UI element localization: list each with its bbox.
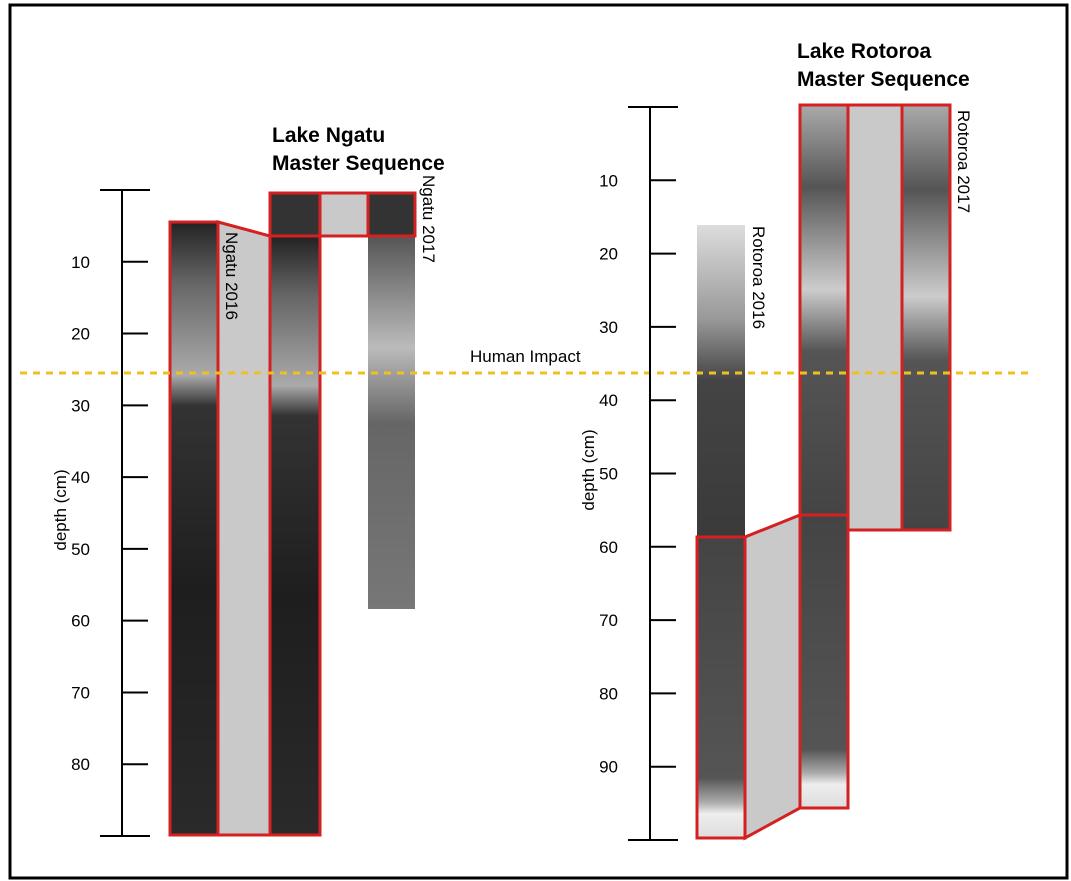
core-label: Rotoroa 2017 bbox=[954, 110, 973, 213]
tick-label: 40 bbox=[599, 391, 618, 410]
tick-label: 90 bbox=[599, 758, 618, 777]
figure: Human Impact Lake Ngatu Master Sequence … bbox=[0, 0, 1071, 881]
ngatu-cores bbox=[170, 193, 415, 835]
tick-label: 10 bbox=[71, 253, 90, 272]
core-label: Rotoroa 2016 bbox=[749, 226, 768, 329]
axis-label: depth (cm) bbox=[579, 429, 598, 510]
tick-label: 20 bbox=[599, 245, 618, 264]
tick-label: 20 bbox=[71, 325, 90, 344]
tick-label: 70 bbox=[71, 683, 90, 702]
tick-label: 60 bbox=[599, 538, 618, 557]
tick-label: 30 bbox=[71, 396, 90, 415]
tick-label: 10 bbox=[599, 171, 618, 190]
tick-label: 60 bbox=[71, 612, 90, 631]
core-label: Ngatu 2017 bbox=[419, 175, 438, 263]
tick-label: 40 bbox=[71, 468, 90, 487]
title: Lake Ngatu bbox=[272, 124, 385, 147]
axis-label: depth (cm) bbox=[51, 469, 70, 550]
tick-label: 30 bbox=[599, 318, 618, 337]
title: Lake Rotoroa bbox=[797, 40, 932, 63]
tick-label: 80 bbox=[71, 755, 90, 774]
title: Master Sequence bbox=[272, 152, 445, 175]
tick-label: 50 bbox=[71, 540, 90, 559]
rotoroa-cores bbox=[697, 105, 950, 838]
core-label: Ngatu 2016 bbox=[222, 232, 241, 320]
title: Master Sequence bbox=[797, 68, 970, 91]
annotation: Human Impact bbox=[470, 347, 581, 366]
tick-label: 50 bbox=[599, 465, 618, 484]
tick-label: 80 bbox=[599, 684, 618, 703]
tick-label: 70 bbox=[599, 611, 618, 630]
